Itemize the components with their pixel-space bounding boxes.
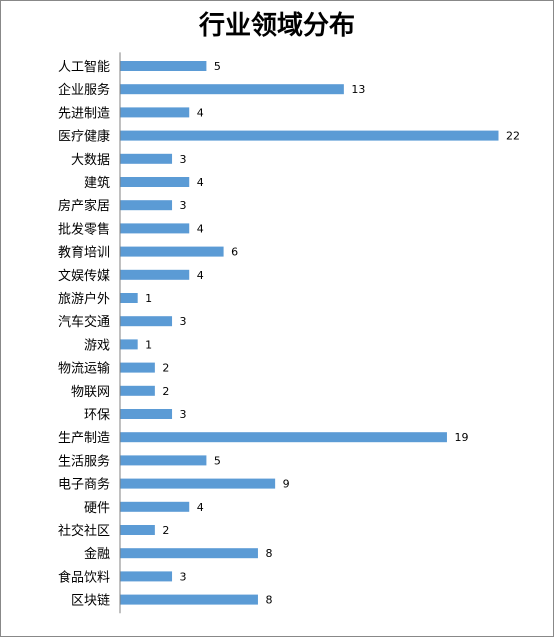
category-label: 硬件 — [84, 501, 110, 516]
bar — [120, 153, 173, 164]
bar — [120, 316, 173, 327]
data-label: 4 — [197, 106, 204, 119]
bar — [120, 455, 207, 466]
category-label: 物流运输 — [58, 361, 110, 377]
bar — [120, 61, 207, 71]
category-label: 物联网 — [71, 385, 110, 400]
data-label: 19 — [454, 431, 468, 444]
data-label: 2 — [162, 362, 169, 375]
data-label: 9 — [283, 478, 290, 491]
data-label: 2 — [162, 385, 169, 398]
chart-title: 行业领域分布 — [198, 11, 355, 41]
category-label: 先进制造 — [58, 106, 110, 121]
data-label: 2 — [162, 524, 169, 537]
category-label: 金融 — [84, 546, 110, 562]
data-label: 5 — [214, 454, 221, 467]
bar — [120, 84, 344, 95]
data-label: 6 — [231, 246, 238, 259]
category-label: 游戏 — [84, 338, 110, 353]
data-label: 1 — [145, 338, 152, 351]
data-label: 4 — [197, 501, 204, 514]
bar — [120, 478, 276, 489]
category-label: 电子商务 — [58, 477, 110, 493]
bar — [120, 385, 155, 396]
category-label: 医疗健康 — [58, 129, 110, 145]
category-label: 房产家居 — [58, 198, 110, 214]
bar — [120, 269, 190, 280]
data-label: 3 — [180, 570, 187, 583]
data-label: 4 — [197, 176, 204, 189]
data-label: 1 — [145, 292, 152, 305]
bar — [120, 571, 173, 582]
category-label: 社交社区 — [58, 523, 110, 539]
bar — [120, 223, 190, 234]
category-label: 人工智能 — [58, 60, 110, 75]
bar — [120, 409, 173, 419]
category-label: 企业服务 — [58, 82, 110, 98]
category-label: 批发零售 — [58, 221, 110, 237]
category-label: 生产制造 — [58, 431, 110, 446]
data-label: 4 — [197, 269, 204, 282]
bar — [120, 177, 190, 187]
data-label: 13 — [351, 83, 365, 96]
bar — [120, 339, 138, 350]
category-label: 环保 — [84, 408, 110, 423]
category-label: 生活服务 — [58, 453, 110, 469]
bar — [120, 200, 173, 211]
category-label: 教育培训 — [58, 245, 110, 261]
bar — [120, 548, 258, 559]
data-label: 3 — [180, 408, 187, 421]
bar — [120, 362, 155, 373]
category-label: 建筑 — [84, 175, 110, 191]
bar — [120, 107, 190, 118]
data-label: 3 — [180, 199, 187, 212]
bar — [120, 130, 499, 141]
data-label: 5 — [214, 60, 221, 73]
data-label: 22 — [506, 130, 520, 143]
category-label: 食品饮料 — [58, 569, 110, 585]
bar — [120, 501, 190, 512]
bar — [120, 293, 138, 303]
category-label: 文娱传媒 — [58, 269, 110, 284]
bar — [120, 525, 155, 535]
data-label: 8 — [265, 594, 272, 607]
data-label: 4 — [197, 222, 204, 235]
bar — [120, 246, 224, 257]
bar — [120, 432, 447, 443]
data-label: 3 — [180, 153, 187, 166]
category-label: 区块链 — [71, 594, 110, 609]
category-label: 大数据 — [71, 153, 110, 168]
category-label: 旅游户外 — [58, 291, 110, 307]
data-label: 8 — [265, 547, 272, 560]
bar — [120, 594, 258, 605]
category-label: 汽车交通 — [58, 314, 110, 330]
data-label: 3 — [180, 315, 187, 328]
